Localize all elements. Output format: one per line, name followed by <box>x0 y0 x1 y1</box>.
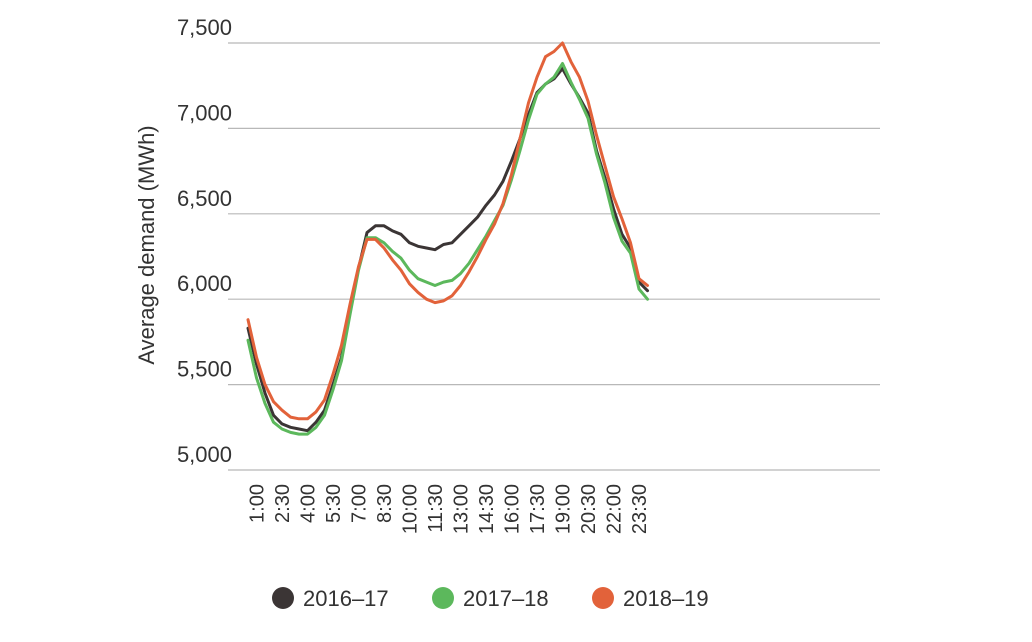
x-tick-label: 13:00 <box>451 484 473 534</box>
y-tick-label: 6,000 <box>177 271 232 296</box>
y-axis-title: Average demand (MWh) <box>134 125 159 364</box>
legend-marker <box>432 587 454 609</box>
y-tick-label: 6,500 <box>177 186 232 211</box>
x-tick-label: 23:30 <box>629 484 651 534</box>
x-tick-label: 2:30 <box>272 484 294 523</box>
x-tick-label: 4:00 <box>298 484 320 523</box>
legend-label: 2017–18 <box>463 586 549 611</box>
legend-label: 2016–17 <box>303 586 389 611</box>
series-line <box>246 62 649 436</box>
legend: 2016–17 2017–18 2018–19 <box>272 586 709 611</box>
x-tick-label: 16:00 <box>502 484 524 534</box>
x-tick-label: 1:00 <box>247 484 269 523</box>
legend-marker <box>592 587 614 609</box>
y-tick-label: 5,500 <box>177 357 232 382</box>
y-axis-ticks: 5,000 5,500 6,000 6,500 7,000 7,500 <box>177 15 232 467</box>
x-tick-label: 19:00 <box>553 484 575 534</box>
x-axis-ticks: 1:00 2:30 4:00 5:30 7:00 8:30 10:00 11:30 13:00 1… <box>247 484 652 534</box>
series-line <box>246 41 649 421</box>
series-line <box>246 67 649 433</box>
x-tick-label: 20:30 <box>578 484 600 534</box>
x-tick-label: 14:30 <box>476 484 498 534</box>
legend-label: 2018–19 <box>623 586 709 611</box>
x-tick-label: 17:30 <box>527 484 549 534</box>
x-tick-label: 5:30 <box>323 484 345 523</box>
x-tick-label: 8:30 <box>374 484 396 523</box>
series-lines <box>246 41 649 436</box>
y-tick-label: 5,000 <box>177 442 232 467</box>
x-tick-label: 22:00 <box>604 484 626 534</box>
x-tick-label: 11:30 <box>425 484 447 533</box>
y-tick-label: 7,500 <box>177 15 232 40</box>
x-tick-label: 7:00 <box>349 484 371 523</box>
x-tick-label: 10:00 <box>400 484 422 534</box>
gridlines <box>228 42 880 471</box>
legend-marker <box>272 587 294 609</box>
y-tick-label: 7,000 <box>177 100 232 125</box>
